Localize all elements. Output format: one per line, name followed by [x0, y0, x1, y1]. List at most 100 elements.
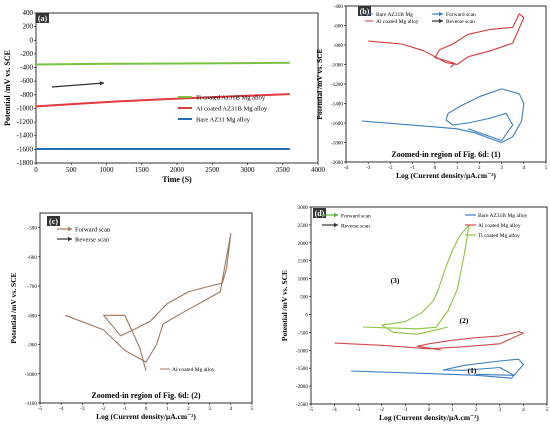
y-tick-label: -1400: [331, 102, 344, 108]
arrow-head: [68, 226, 72, 232]
series-line-ti-coated-mg-alloy: [362, 224, 470, 335]
x-tick-label: 3000: [241, 166, 256, 174]
arrow-shaft: [51, 82, 105, 88]
y-tick-label: -200: [20, 50, 33, 58]
panel-d: -5 -4 -3 -2 -1 0 1 2 3 4 5 3000 2500 2000 1500 1000 500 0…: [280, 205, 549, 422]
y-tick-label: -500: [27, 226, 37, 232]
x-tick-label: -2: [101, 406, 106, 412]
series-line-bare-az31b-mg-alloy: [351, 358, 524, 379]
legend-entry: Forward scan: [75, 227, 111, 234]
x-tick-label: 2: [475, 407, 478, 413]
y-tick-label: -800: [333, 43, 343, 49]
series-line-al-coated-mg-alloy: [334, 331, 524, 351]
y-tick-label: 0: [30, 36, 34, 44]
y-tick-label: 400: [23, 9, 34, 17]
arrow-head: [334, 222, 338, 228]
legend-entry: Al coated Mg alloy: [172, 367, 215, 373]
zoom-caption: Zoomed-in region of Fig. 6d: (2): [91, 391, 201, 400]
y-tick-label: 0: [305, 312, 308, 318]
x-axis-label: Log (Current density/μA.cm⁻²): [379, 413, 479, 422]
panel-badge: [47, 216, 60, 226]
y-tick-label: -1000: [25, 372, 38, 378]
x-tick-label: -1: [123, 406, 128, 412]
y-tick-label: -2000: [296, 384, 309, 390]
y-tick-label: -1800: [17, 159, 34, 167]
y-tick-label: -1000: [17, 104, 34, 112]
x-axis-label: Log (Current density/μA.cm⁻²): [396, 171, 496, 180]
x-tick-label: 4: [230, 406, 233, 412]
x-tick-label: 1: [451, 407, 454, 413]
y-tick-label: -1200: [331, 82, 344, 88]
reverse-scan-arrow: [57, 236, 72, 242]
legend-entry: Reverse scan: [75, 237, 110, 244]
panel-badge: [358, 6, 371, 16]
y-tick-label: -600: [20, 77, 33, 85]
x-tick-label: 1: [166, 406, 169, 412]
panel-b: -4 -3 -2 -1 0 1 2 3 4 5 -400 -600 -800 -1000 -1200 -140…: [315, 4, 548, 180]
x-tick-label: 3: [499, 407, 502, 413]
x-tick-label: 5: [251, 406, 254, 412]
forward-scan-arrow: [57, 226, 72, 232]
x-tick-label: 0: [428, 407, 431, 413]
legend-entry: Al coated AZ31B Mg alloy: [196, 106, 268, 113]
arrow-head: [99, 81, 104, 86]
y-tick-label: -900: [27, 343, 37, 349]
forward-scan-arrow: [432, 11, 443, 17]
x-tick-label: -2: [380, 407, 385, 413]
legend-entry: Al coated Mg alloy: [478, 223, 521, 229]
x-tick-label: 1: [456, 165, 459, 171]
region-annotation: (3): [391, 276, 400, 285]
x-tick-label: 0: [34, 166, 38, 174]
x-tick-label: -4: [344, 165, 349, 171]
y-tick-label: -700: [27, 284, 37, 290]
panel-label: (d): [315, 209, 325, 218]
y-tick-label: -1600: [17, 145, 34, 153]
series-line-ti-coated-az31b-mg-alloy: [35, 61, 290, 66]
legend-entry: Bare AZ31 Mg alloy: [196, 117, 251, 124]
x-tick-label: 2: [187, 406, 190, 412]
y-tick-label: -800: [27, 313, 37, 319]
x-tick-label: -3: [80, 406, 85, 412]
y-tick-label: 200: [23, 23, 34, 31]
x-tick-label: 5: [545, 165, 548, 171]
x-tick-label: 2500: [205, 166, 220, 174]
y-tick-label: -1400: [17, 132, 34, 140]
y-tick-label: -2500: [296, 402, 309, 408]
panel-label: (c): [49, 217, 58, 226]
arrow-head: [439, 11, 443, 17]
y-tick-label: 1500: [298, 259, 309, 265]
arrow-head: [439, 18, 443, 24]
region-annotation: (2): [460, 316, 469, 325]
x-tick-label: 0: [145, 406, 148, 412]
x-tick-label: 0: [434, 165, 437, 171]
legend-entry: Reverse scan: [341, 224, 370, 230]
forward-scan-arrow: [51, 81, 105, 88]
legend-entry: Ti coated Az31B Mg alloy: [196, 95, 266, 102]
y-tick-label: -1500: [296, 366, 309, 372]
x-tick-label: 1000: [100, 166, 115, 174]
x-axis-label: Log (Current density/μA.cm⁻²): [96, 412, 196, 421]
y-tick-label: 2000: [298, 241, 309, 247]
x-tick-label: -3: [366, 165, 371, 171]
x-tick-label: 5: [546, 407, 549, 413]
x-tick-label: 3500: [276, 166, 291, 174]
x-tick-label: -3: [356, 407, 361, 413]
panel-badge: [313, 208, 326, 218]
forward-scan-arrow: [322, 212, 338, 218]
y-axis-label: Potential /mV vs. SCE: [315, 48, 324, 119]
y-tick-label: -600: [333, 24, 343, 30]
y-tick-label: 500: [300, 295, 308, 301]
panel-badge: [36, 13, 49, 23]
reverse-scan-arrow: [432, 18, 443, 24]
x-tick-label: -1: [411, 165, 416, 171]
y-tick-label: -500: [298, 330, 308, 336]
x-tick-label: -2: [388, 165, 393, 171]
y-tick-label: -2000: [331, 160, 344, 166]
x-tick-label: -1: [403, 407, 408, 413]
y-tick-label: -1200: [17, 118, 34, 126]
panel-label: (b): [360, 7, 370, 16]
plot-frame: [35, 12, 319, 164]
y-tick-label: -1100: [25, 401, 37, 407]
y-tick-label: 3000: [298, 205, 309, 211]
